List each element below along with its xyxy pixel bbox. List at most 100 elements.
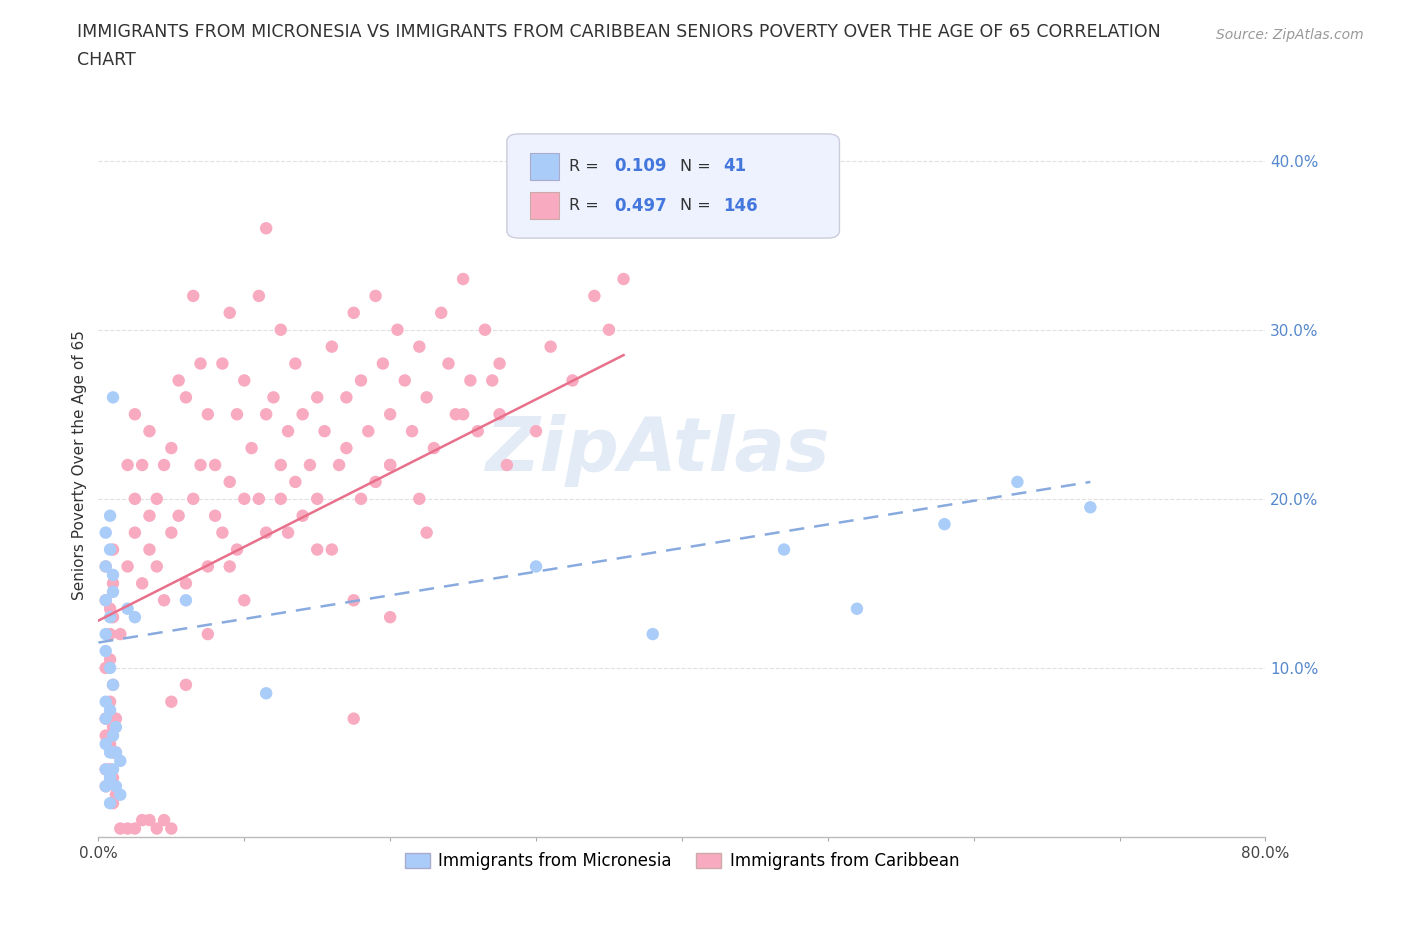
Point: [408, 491, 430, 506]
Point: [270, 491, 292, 506]
Point: [138, 813, 160, 828]
Point: [174, 576, 197, 591]
Point: [104, 720, 127, 735]
Point: [197, 406, 219, 421]
Point: [138, 542, 160, 557]
Text: 146: 146: [723, 196, 758, 215]
Point: [174, 592, 197, 607]
Point: [101, 677, 124, 692]
Point: [328, 458, 350, 472]
Point: [94, 559, 117, 574]
Point: [124, 821, 146, 836]
Point: [561, 373, 583, 388]
Point: [481, 373, 503, 388]
Point: [104, 745, 127, 760]
Point: [343, 711, 366, 726]
Point: [131, 458, 153, 472]
Point: [101, 542, 124, 557]
Point: [98, 745, 121, 760]
Point: [98, 737, 121, 751]
Point: [160, 695, 183, 710]
Y-axis label: Seniors Poverty Over the Age of 65: Seniors Poverty Over the Age of 65: [72, 330, 87, 600]
Point: [94, 728, 117, 743]
Point: [524, 559, 547, 574]
Point: [101, 677, 124, 692]
Point: [204, 458, 226, 472]
Point: [451, 272, 474, 286]
Point: [153, 813, 176, 828]
Text: ZipAtlas: ZipAtlas: [486, 414, 831, 486]
Point: [117, 559, 139, 574]
Point: [197, 627, 219, 642]
Point: [160, 821, 183, 836]
Point: [160, 441, 183, 456]
Point: [277, 424, 299, 439]
Point: [98, 660, 121, 675]
Point: [291, 406, 314, 421]
Point: [138, 509, 160, 524]
Point: [307, 542, 329, 557]
Point: [444, 406, 467, 421]
Point: [387, 323, 409, 338]
Text: N =: N =: [679, 159, 716, 174]
Point: [101, 728, 124, 743]
Point: [284, 356, 307, 371]
Point: [94, 778, 117, 793]
Point: [98, 695, 121, 710]
Point: [181, 491, 204, 506]
Point: [270, 323, 292, 338]
Point: [94, 762, 117, 777]
Point: [284, 474, 307, 489]
Point: [451, 406, 474, 421]
Point: [350, 373, 373, 388]
Point: [110, 753, 132, 768]
Point: [104, 745, 127, 760]
Point: [131, 576, 153, 591]
Point: [488, 356, 510, 371]
Point: [357, 424, 380, 439]
Point: [291, 509, 314, 524]
Point: [174, 677, 197, 692]
Point: [94, 592, 117, 607]
Point: [110, 788, 132, 803]
Point: [167, 509, 190, 524]
Point: [1080, 499, 1102, 514]
Point: [488, 406, 510, 421]
Point: [98, 762, 121, 777]
Point: [254, 525, 277, 540]
Point: [94, 627, 117, 642]
Point: [101, 610, 124, 625]
Point: [101, 720, 124, 735]
Point: [335, 390, 357, 405]
Point: [146, 491, 169, 506]
Point: [101, 567, 124, 582]
Point: [104, 778, 127, 793]
Point: [104, 788, 127, 803]
FancyBboxPatch shape: [530, 193, 560, 219]
Point: [94, 525, 117, 540]
Point: [197, 559, 219, 574]
Point: [211, 356, 233, 371]
Point: [146, 821, 169, 836]
Point: [94, 778, 117, 793]
Point: [1007, 474, 1029, 489]
Point: [167, 373, 190, 388]
Point: [174, 390, 197, 405]
Point: [298, 458, 321, 472]
Point: [364, 474, 387, 489]
Point: [101, 584, 124, 599]
Point: [380, 458, 402, 472]
Point: [408, 339, 430, 354]
Point: [98, 610, 121, 625]
Point: [218, 559, 240, 574]
Point: [218, 305, 240, 320]
Point: [117, 458, 139, 472]
Point: [124, 525, 146, 540]
Point: [583, 288, 606, 303]
Point: [641, 627, 664, 642]
Point: [98, 703, 121, 718]
Point: [262, 390, 284, 405]
Text: N =: N =: [679, 198, 716, 213]
Point: [160, 525, 183, 540]
Point: [101, 762, 124, 777]
